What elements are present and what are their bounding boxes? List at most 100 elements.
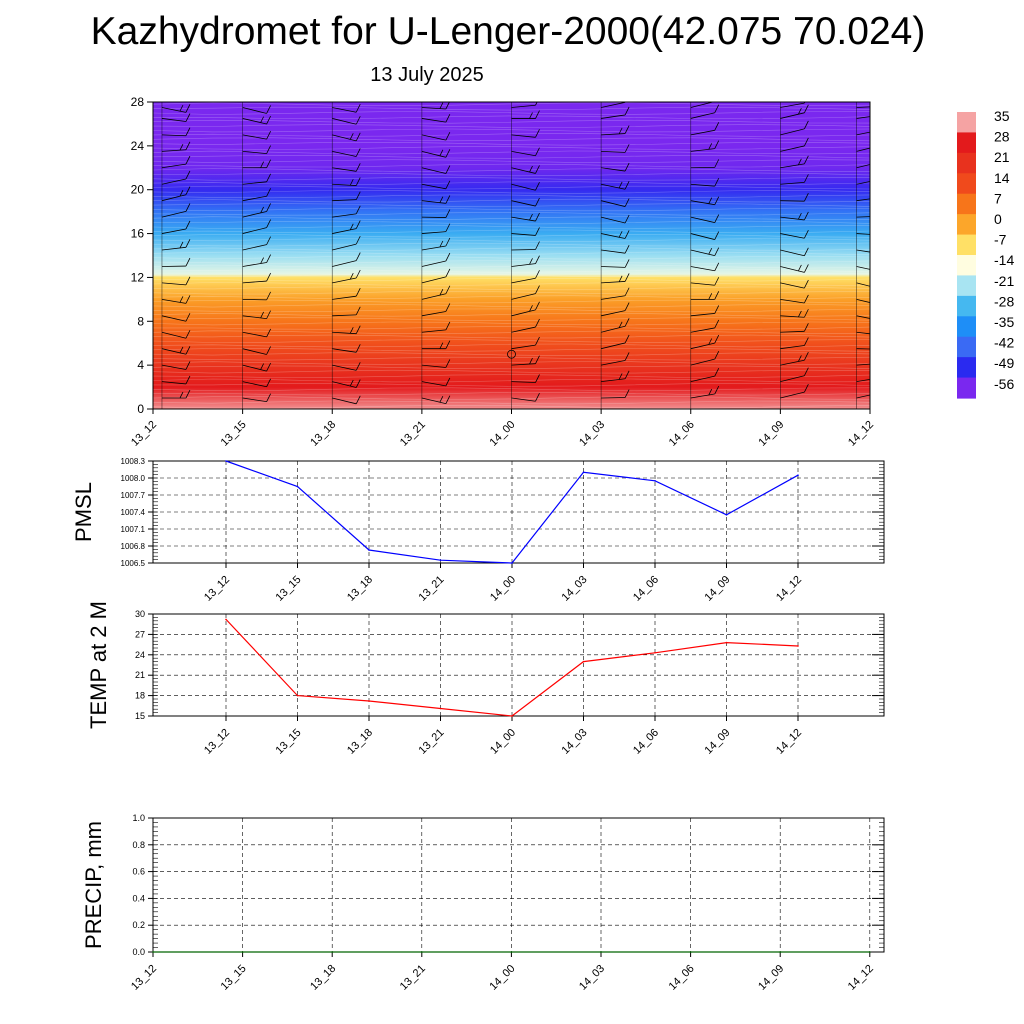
wind-barb-shaft (332, 277, 357, 284)
wind-barb-flag (266, 254, 271, 263)
x-tick-label: 14_12 (846, 419, 876, 449)
wind-barb-flag (624, 106, 630, 116)
wind-barb-flag (266, 362, 271, 372)
wind-barb-flag (185, 141, 191, 150)
wind-barb-flag (714, 291, 720, 300)
colorbar-swatch (957, 275, 976, 297)
y-tick-label: 0.0 (132, 947, 145, 957)
wind-barb-flag (349, 179, 354, 186)
wind-barb-shaft (511, 381, 536, 383)
data-point (582, 660, 585, 663)
wind-barb-flag (714, 247, 720, 256)
wind-barb-flag (266, 159, 271, 168)
wind-barb-flag (185, 104, 191, 113)
wind-barb-shaft (690, 249, 715, 257)
wind-barb-shaft (421, 167, 446, 174)
wind-barb-flag (714, 214, 720, 223)
wind-barb-shaft (161, 282, 186, 286)
wind-barb-shaft (856, 315, 870, 319)
wind-barb-flag (355, 395, 361, 404)
wind-barb-shaft (161, 118, 187, 122)
colorbar-swatch (957, 316, 976, 338)
data-point (600, 951, 602, 953)
x-tick-label: 13_21 (398, 963, 428, 993)
data-point (439, 707, 442, 710)
wind-barb-flag (185, 276, 191, 286)
wind-barb-flag (714, 367, 720, 377)
y-tick-label: 0.2 (132, 920, 145, 930)
wind-barb-flag (804, 193, 809, 202)
wind-barb-shaft (511, 104, 536, 108)
wind-barb-flag (624, 102, 626, 103)
y-tick-label: 1006.8 (121, 542, 146, 551)
wind-barb-flag (535, 129, 540, 138)
wind-barb-shaft (601, 167, 626, 172)
wind-barb-shaft (856, 394, 870, 399)
colorbar-swatch (957, 152, 976, 174)
wind-barb-flag (445, 223, 451, 232)
wind-barb-flag (185, 330, 191, 339)
wind-barb-shaft (601, 295, 626, 300)
wind-barb-flag (618, 231, 623, 238)
wind-barb-flag (185, 155, 191, 165)
precip-panel: 1.0 0.8 0.6 0.4 0.2 0.0 13_12 13_15 13_18 13_21 14… (81, 813, 885, 993)
wind-barb-flag (708, 197, 713, 204)
wind-barb-shaft (511, 363, 536, 366)
wind-barb-shaft (421, 245, 446, 251)
wind-barb-flag (714, 104, 720, 113)
wind-barb-shaft (161, 298, 187, 304)
data-point (296, 485, 299, 488)
wind-barb-shaft (511, 344, 536, 350)
wind-barb-flag (266, 130, 271, 140)
wind-barb-shaft (421, 134, 446, 141)
wind-barb-flag (798, 310, 802, 318)
wind-barb-shaft (511, 134, 536, 138)
wind-barb-flag (875, 175, 878, 181)
wind-barb-shaft (856, 266, 870, 270)
wind-barb-shaft (161, 194, 187, 202)
x-tick-label: 13_21 (417, 574, 447, 604)
wind-barb-shaft (856, 131, 870, 136)
wind-barb-shaft (780, 216, 805, 221)
wind-barb-flag (875, 281, 878, 287)
wind-barb-shaft (242, 195, 267, 202)
wind-barb-flag (260, 161, 264, 168)
wind-barb-shaft (421, 364, 446, 368)
colorbar-label: -14 (994, 252, 1014, 268)
wind-barb-flag (266, 145, 271, 154)
wind-barb-flag (535, 270, 540, 279)
x-tick-label: 14_00 (488, 574, 518, 604)
wind-barb-flag (185, 113, 191, 122)
wind-barb-flag (445, 359, 451, 368)
colorbar-swatch (957, 132, 976, 154)
wind-barb-shaft (161, 228, 187, 234)
y-tick-label: 15 (135, 711, 145, 721)
wind-barb-flag (185, 375, 191, 385)
wind-barb-shaft (690, 129, 715, 136)
wind-barb-shaft (780, 233, 805, 239)
wind-barb-flag (266, 328, 271, 338)
y-tick-label: 1007.1 (121, 525, 146, 534)
wind-barb-flag (445, 195, 451, 204)
wind-barb-flag (266, 203, 271, 212)
data-point (368, 700, 370, 702)
wind-barb-shaft (511, 249, 536, 251)
wind-barb-flag (529, 112, 533, 119)
wind-barb-shaft (421, 293, 446, 300)
wind-barb-flag (355, 379, 361, 388)
wind-barb-flag (439, 396, 444, 403)
calm-wind-marker (507, 349, 516, 359)
data-point (689, 951, 692, 953)
wind-barb-shaft (601, 310, 626, 317)
wind-barb-flag (355, 191, 361, 200)
wind-barb-flag (624, 334, 630, 344)
wind-barb-shaft (856, 147, 870, 152)
y-axis-label: TEMP at 2 M (86, 601, 111, 729)
wind-barb-flag (714, 122, 720, 131)
x-tick-label: 13_12 (129, 419, 159, 449)
y-tick-label: 12 (131, 270, 145, 284)
temperature-cross-section: 0 4 8 12 16 20 24 28 13_12 13_15 13_18 13_21 14_00 14… (129, 95, 878, 449)
y-axis-label: PMSL (71, 482, 96, 542)
wind-barb-flag (445, 340, 451, 349)
wind-barb-flag (708, 248, 713, 255)
